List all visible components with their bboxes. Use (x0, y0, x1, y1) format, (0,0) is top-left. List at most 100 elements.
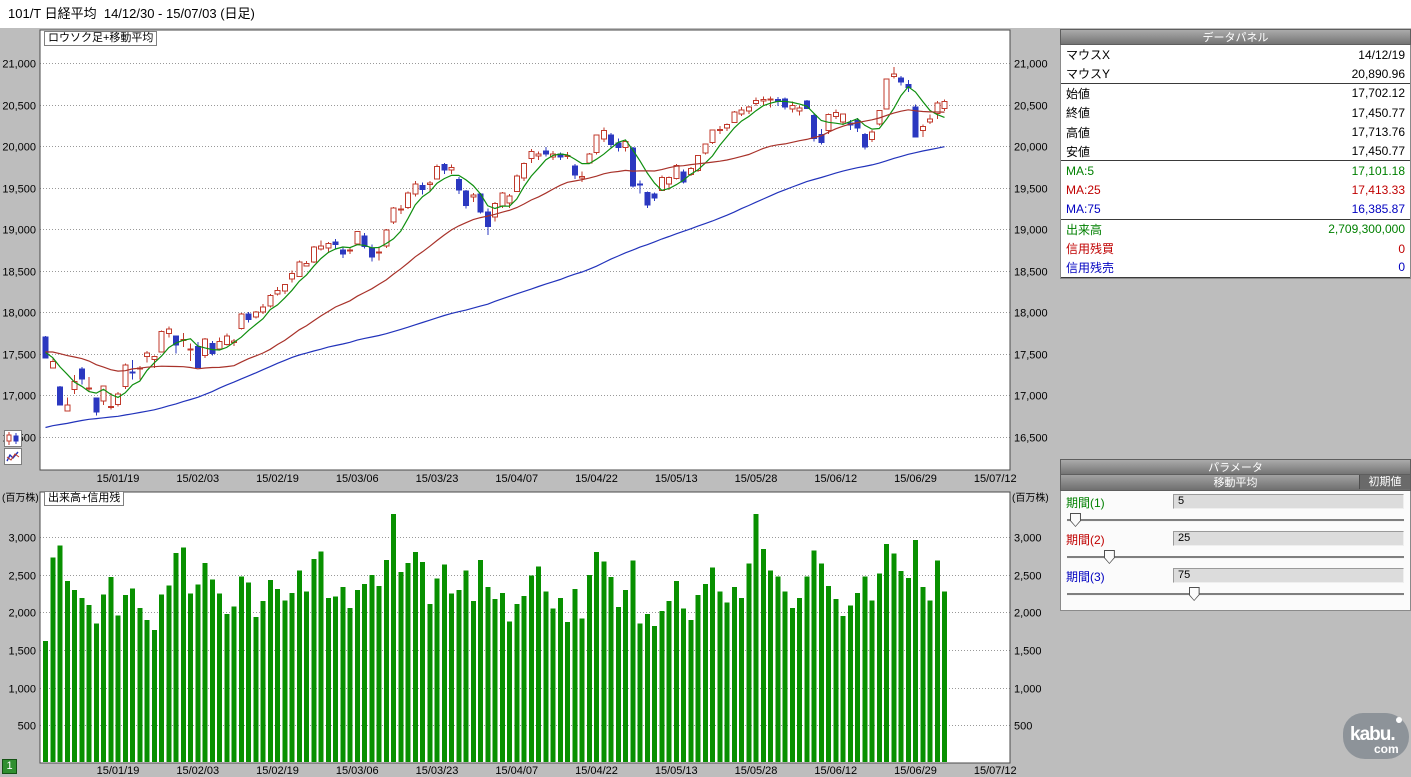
svg-text:15/05/13: 15/05/13 (655, 765, 698, 777)
svg-text:15/03/23: 15/03/23 (416, 765, 459, 777)
data-panel-row-label: マウスX (1066, 48, 1111, 63)
svg-text:19,000: 19,000 (2, 225, 36, 237)
svg-text:21,000: 21,000 (1014, 59, 1048, 71)
slider-track[interactable] (1067, 519, 1404, 522)
svg-text:16,500: 16,500 (1014, 433, 1048, 445)
data-panel-row-value: 17,713.76 (1351, 125, 1405, 140)
svg-text:17,500: 17,500 (1014, 350, 1048, 362)
svg-text:15/01/19: 15/01/19 (97, 473, 140, 485)
param-row-1: 期間(1) 5 (1061, 493, 1410, 510)
chart-type-candle-button[interactable] (4, 430, 22, 447)
svg-text:500: 500 (18, 721, 36, 733)
logo-dot-icon (1396, 717, 1402, 723)
svg-text:18,000: 18,000 (2, 308, 36, 320)
param-subheader-bar: 移動平均 初期値 (1060, 475, 1411, 491)
data-panel-row-label: 高値 (1066, 125, 1091, 140)
param-body: 期間(1) 5 期間(2) 25 期間(3) 75 (1060, 491, 1411, 611)
svg-text:2,000: 2,000 (8, 608, 36, 620)
data-panel-row-value: 17,101.18 (1351, 164, 1405, 179)
svg-text:19,500: 19,500 (1014, 184, 1048, 196)
price-chart-legend: ロウソク足+移動平均 (44, 31, 158, 46)
svg-text:15/04/07: 15/04/07 (495, 765, 538, 777)
svg-text:15/02/03: 15/02/03 (176, 473, 219, 485)
data-panel-row: マウスX 14/12/19 (1061, 45, 1410, 64)
svg-text:17,000: 17,000 (2, 391, 36, 403)
logo-blob: kabu. com (1343, 713, 1409, 759)
page-1-button[interactable]: 1 (2, 759, 17, 774)
svg-text:15/06/29: 15/06/29 (894, 473, 937, 485)
param-value-field[interactable]: 75 (1173, 568, 1404, 583)
svg-text:17,000: 17,000 (1014, 391, 1048, 403)
parameter-panel: パラメータ 移動平均 初期値 期間(1) 5 期間(2) 25 期間(3) 75 (1060, 459, 1411, 611)
svg-text:15/03/23: 15/03/23 (416, 473, 459, 485)
svg-text:19,000: 19,000 (1014, 225, 1048, 237)
slider-thumb[interactable] (1103, 550, 1115, 564)
svg-text:18,000: 18,000 (1014, 308, 1048, 320)
param-label: 期間(3) (1066, 570, 1105, 584)
svg-text:15/07/12: 15/07/12 (974, 473, 1017, 485)
kabu-com-logo: kabu. com (1343, 711, 1409, 761)
svg-text:19,500: 19,500 (2, 184, 36, 196)
param-slider-2 (1061, 547, 1410, 567)
svg-text:15/01/19: 15/01/19 (97, 765, 140, 777)
param-label: 期間(2) (1066, 533, 1105, 547)
data-panel-row: 終値 17,450.77 (1061, 103, 1410, 122)
svg-text:15/03/06: 15/03/06 (336, 765, 379, 777)
volume-chart[interactable]: 500 500 1,000 1,000 1,500 1,500 2,000 2,000 2,50… (0, 489, 1058, 777)
svg-text:1,500: 1,500 (1014, 646, 1042, 658)
svg-text:15/06/12: 15/06/12 (814, 473, 857, 485)
slider-track[interactable] (1067, 593, 1404, 596)
param-slider-3 (1061, 584, 1410, 604)
reset-defaults-button[interactable]: 初期値 (1359, 475, 1410, 489)
data-panel-row-value: 0 (1398, 260, 1405, 275)
svg-text:15/04/07: 15/04/07 (495, 473, 538, 485)
data-panel-row-value: 17,413.33 (1351, 183, 1405, 198)
param-subheader-label: 移動平均 (1213, 477, 1258, 489)
svg-text:2,500: 2,500 (1014, 571, 1042, 583)
svg-text:20,500: 20,500 (2, 101, 36, 113)
param-value-field[interactable]: 5 (1173, 494, 1404, 509)
svg-text:20,500: 20,500 (1014, 101, 1048, 113)
svg-text:15/05/13: 15/05/13 (655, 473, 698, 485)
param-row-3: 期間(3) 75 (1061, 567, 1410, 584)
data-panel-row-value: 20,890.96 (1351, 66, 1405, 81)
svg-text:15/02/19: 15/02/19 (256, 473, 299, 485)
svg-text:15/02/03: 15/02/03 (176, 765, 219, 777)
svg-text:15/04/22: 15/04/22 (575, 473, 618, 485)
svg-text:21,000: 21,000 (2, 59, 36, 71)
svg-text:15/03/06: 15/03/06 (336, 473, 379, 485)
chart-type-line-button[interactable] (4, 448, 22, 465)
slider-thumb[interactable] (1069, 513, 1081, 527)
svg-text:15/06/29: 15/06/29 (894, 765, 937, 777)
slider-thumb[interactable] (1188, 587, 1200, 601)
svg-text:1,500: 1,500 (8, 646, 36, 658)
svg-text:15/07/12: 15/07/12 (974, 765, 1017, 777)
data-panel-row-label: 始値 (1066, 86, 1091, 101)
data-panel-row-label: MA:75 (1066, 202, 1101, 217)
data-panel-row-value: 17,450.77 (1351, 105, 1405, 120)
slider-track[interactable] (1067, 556, 1404, 559)
svg-text:18,500: 18,500 (2, 267, 36, 279)
data-panel-row: 始値 17,702.12 (1061, 84, 1410, 103)
svg-text:20,000: 20,000 (1014, 142, 1048, 154)
volume-chart-legend: 出来高+信用残 (44, 491, 125, 506)
svg-text:3,000: 3,000 (1014, 533, 1042, 545)
svg-text:500: 500 (1014, 721, 1032, 733)
data-panel-row: マウスY 20,890.96 (1061, 64, 1410, 84)
data-panel-row: 高値 17,713.76 (1061, 123, 1410, 142)
data-panel-row-label: 信用残買 (1066, 242, 1115, 257)
svg-text:1,000: 1,000 (1014, 684, 1042, 696)
data-panel-row-value: 16,385.87 (1351, 202, 1405, 217)
param-value-field[interactable]: 25 (1173, 531, 1404, 546)
price-chart[interactable]: 16,50016,50017,00017,00017,50017,50018,0… (0, 28, 1058, 489)
data-panel-row-value: 17,702.12 (1351, 86, 1405, 101)
line-chart-icon (6, 451, 20, 462)
svg-text:15/05/28: 15/05/28 (735, 473, 778, 485)
data-panel-row-label: マウスY (1066, 67, 1111, 82)
data-panel-row-value: 14/12/19 (1358, 47, 1405, 62)
data-panel-row-label: MA:5 (1066, 164, 1095, 179)
data-panel-header: データパネル (1060, 29, 1411, 45)
data-panel-row: MA:5 17,101.18 (1061, 161, 1410, 180)
data-panel-row: MA:75 16,385.87 (1061, 200, 1410, 220)
